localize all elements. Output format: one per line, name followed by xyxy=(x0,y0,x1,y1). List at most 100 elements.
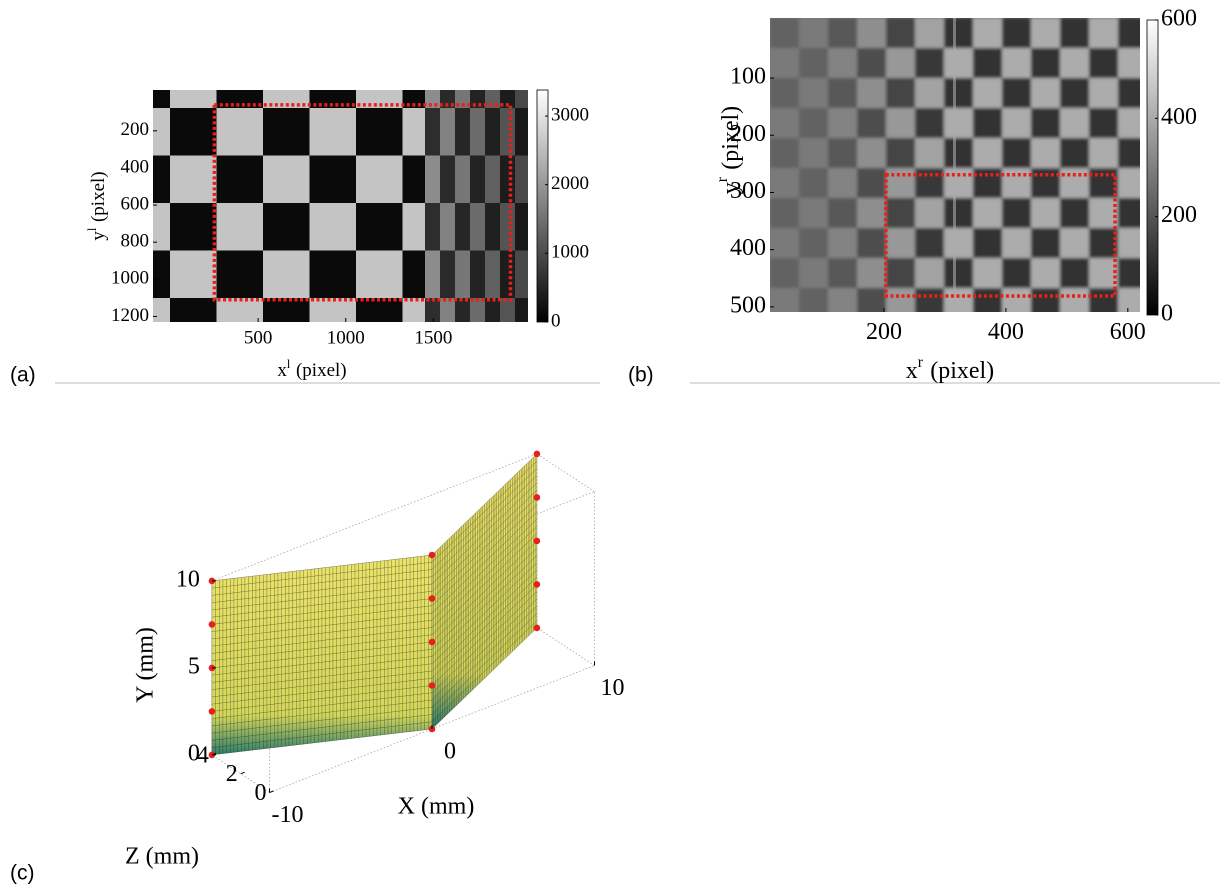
image-cell xyxy=(770,78,799,108)
image-cell xyxy=(915,78,944,108)
axis-label-unit: (pixel) xyxy=(296,360,347,381)
axis-label-unit: (pixel) xyxy=(88,171,109,222)
image-cell xyxy=(828,198,857,228)
image-cell xyxy=(828,78,857,108)
axis-label-symbol: y xyxy=(718,182,744,194)
image-cell xyxy=(915,48,944,78)
image-cell xyxy=(263,90,310,108)
axis-label-superscript: l xyxy=(287,357,291,371)
image-cell xyxy=(799,228,828,258)
image-cell xyxy=(886,258,915,288)
colorbar-tick-label: 600 xyxy=(1161,6,1197,32)
image-cell xyxy=(1118,198,1140,228)
image-cell xyxy=(1031,78,1060,108)
colorbar xyxy=(1146,19,1159,316)
image-cell xyxy=(216,108,263,156)
colorbar-tick-label: 1000 xyxy=(551,242,589,263)
image-cell xyxy=(440,203,455,251)
image-cell xyxy=(402,298,425,322)
image-cell xyxy=(1118,108,1140,138)
mesh-line xyxy=(431,468,538,570)
y-tick-label: 600 xyxy=(121,193,150,214)
colorbar-tick-label: 2000 xyxy=(551,173,589,194)
marker xyxy=(428,638,436,646)
image-cell xyxy=(915,288,944,312)
image-cell xyxy=(425,108,440,156)
image-cell xyxy=(944,48,973,78)
image-cell xyxy=(356,90,403,108)
image-cell xyxy=(425,155,440,203)
image-cell xyxy=(828,138,857,168)
image-cell xyxy=(1118,138,1140,168)
image-cell xyxy=(770,198,799,228)
image-cell xyxy=(1118,78,1140,108)
image-panel: 500 1000 1500 200 400 600 800 1000 1200 0 1000 2000… xyxy=(85,89,589,381)
colorbar xyxy=(536,89,549,323)
image-cell xyxy=(799,48,828,78)
image-cell xyxy=(886,108,915,138)
image-cell xyxy=(886,168,915,198)
image-cell xyxy=(356,250,403,298)
image-cell xyxy=(944,138,973,168)
image-cell xyxy=(515,203,528,251)
image-cell xyxy=(857,108,886,138)
image-cell xyxy=(799,258,828,288)
mesh-line xyxy=(211,612,433,640)
y-tick-label: 800 xyxy=(121,231,150,252)
axis-label-unit: (pixel) xyxy=(930,358,994,384)
image-cell xyxy=(1089,18,1118,48)
image-cell xyxy=(470,203,485,251)
image-cell xyxy=(857,138,886,168)
box-edge xyxy=(269,491,595,619)
image-cell xyxy=(263,155,310,203)
image-cell xyxy=(1060,168,1089,198)
marker xyxy=(428,551,436,559)
image-cell xyxy=(309,90,356,108)
image-cell xyxy=(886,228,915,258)
image-cell xyxy=(828,108,857,138)
x-tick-label: 600 xyxy=(1110,319,1146,345)
marker xyxy=(428,595,436,602)
image-cell xyxy=(402,90,425,108)
image-cell xyxy=(470,90,485,108)
image-cell xyxy=(770,228,799,258)
y-tick-label: 300 xyxy=(730,178,766,204)
image-cell xyxy=(470,250,485,298)
mesh-line xyxy=(431,504,538,606)
image-cell xyxy=(1060,48,1089,78)
image-cell xyxy=(1118,48,1140,78)
surface-mesh xyxy=(431,453,538,730)
image-cell xyxy=(170,203,217,251)
image-cell xyxy=(515,250,528,298)
image-cell xyxy=(515,108,528,156)
image-cell xyxy=(1002,228,1031,258)
image-cell xyxy=(216,90,263,108)
image-cell xyxy=(799,168,828,198)
image-cell xyxy=(1089,198,1118,228)
image-cell xyxy=(973,228,1002,258)
colorbar-tick-label: 0 xyxy=(1161,301,1173,327)
image-cell xyxy=(515,155,528,203)
mesh-line xyxy=(211,678,433,705)
image-cell xyxy=(153,90,170,108)
mesh-line xyxy=(211,692,433,719)
x-tick-label: 400 xyxy=(988,319,1024,345)
y-tick-label: 400 xyxy=(121,156,150,177)
image-cell xyxy=(153,250,170,298)
mesh-line xyxy=(211,598,433,625)
image-cell xyxy=(799,198,828,228)
image-seam xyxy=(953,18,956,312)
mesh-line xyxy=(431,526,538,628)
image-cell xyxy=(915,108,944,138)
image-cell xyxy=(1089,228,1118,258)
x-tick-label: 1500 xyxy=(414,327,452,348)
image-cell xyxy=(440,250,455,298)
image-cell xyxy=(1060,138,1089,168)
image-cell xyxy=(973,18,1002,48)
image-cell xyxy=(770,168,799,198)
z-tick xyxy=(211,752,217,756)
box-edge xyxy=(211,453,538,582)
colorbar-tick-label: 3000 xyxy=(551,104,589,125)
mesh-line xyxy=(211,554,433,582)
mesh-line xyxy=(431,576,538,679)
